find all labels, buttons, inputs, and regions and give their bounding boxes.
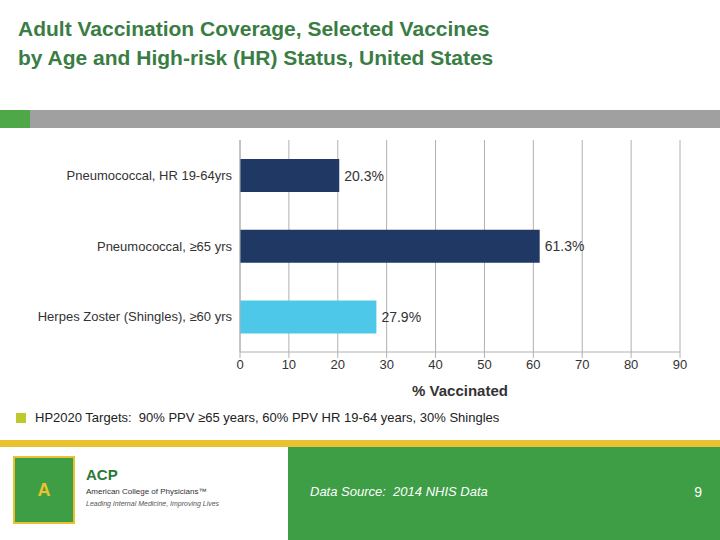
svg-text:50: 50 bbox=[477, 357, 491, 372]
html-text:American College of Physicians: American College of Physicians™ bbox=[86, 487, 207, 496]
html-text:HP2020 Targets: 90% PPV ≥65 ye: HP2020 Targets: 90% PPV ≥65 years, 60% P… bbox=[35, 410, 500, 425]
svg-text:20: 20 bbox=[331, 357, 345, 372]
svg-text:Pneumococcal, HR 19-64yrs: Pneumococcal, HR 19-64yrs bbox=[67, 168, 233, 183]
svg-text:61.3%: 61.3% bbox=[545, 238, 585, 254]
html-text:9: 9 bbox=[694, 484, 702, 500]
svg-text:70: 70 bbox=[575, 357, 589, 372]
svg-text:27.9%: 27.9% bbox=[381, 309, 421, 325]
svg-text:90: 90 bbox=[673, 357, 687, 372]
svg-text:80: 80 bbox=[624, 357, 638, 372]
svg-text:% Vaccinated: % Vaccinated bbox=[412, 382, 508, 399]
svg-text:30: 30 bbox=[379, 357, 393, 372]
html-text:Adult Vaccination Coverage, Se: Adult Vaccination Coverage, Selected Vac… bbox=[18, 17, 490, 40]
svg-text:Pneumococcal, ≥65 yrs: Pneumococcal, ≥65 yrs bbox=[97, 239, 233, 254]
svg-text:Herpes Zoster (Shingles), ≥60: Herpes Zoster (Shingles), ≥60 yrs bbox=[38, 309, 233, 324]
html-text:A: A bbox=[37, 479, 51, 500]
svg-text:10: 10 bbox=[282, 357, 296, 372]
svg-text:40: 40 bbox=[428, 357, 442, 372]
html-text:Data Source: 2014 NHIS Data: Data Source: 2014 NHIS Data bbox=[310, 484, 488, 499]
html-text:Leading Internal Medicine, Imp: Leading Internal Medicine, Improving Liv… bbox=[86, 500, 220, 507]
html-text:by Age and High-risk (HR) Stat: by Age and High-risk (HR) Status, United… bbox=[18, 46, 494, 69]
svg-text:20.3%: 20.3% bbox=[344, 168, 384, 184]
html-text:ACP: ACP bbox=[86, 466, 118, 483]
svg-text:0: 0 bbox=[236, 357, 243, 372]
svg-text:60: 60 bbox=[526, 357, 540, 372]
